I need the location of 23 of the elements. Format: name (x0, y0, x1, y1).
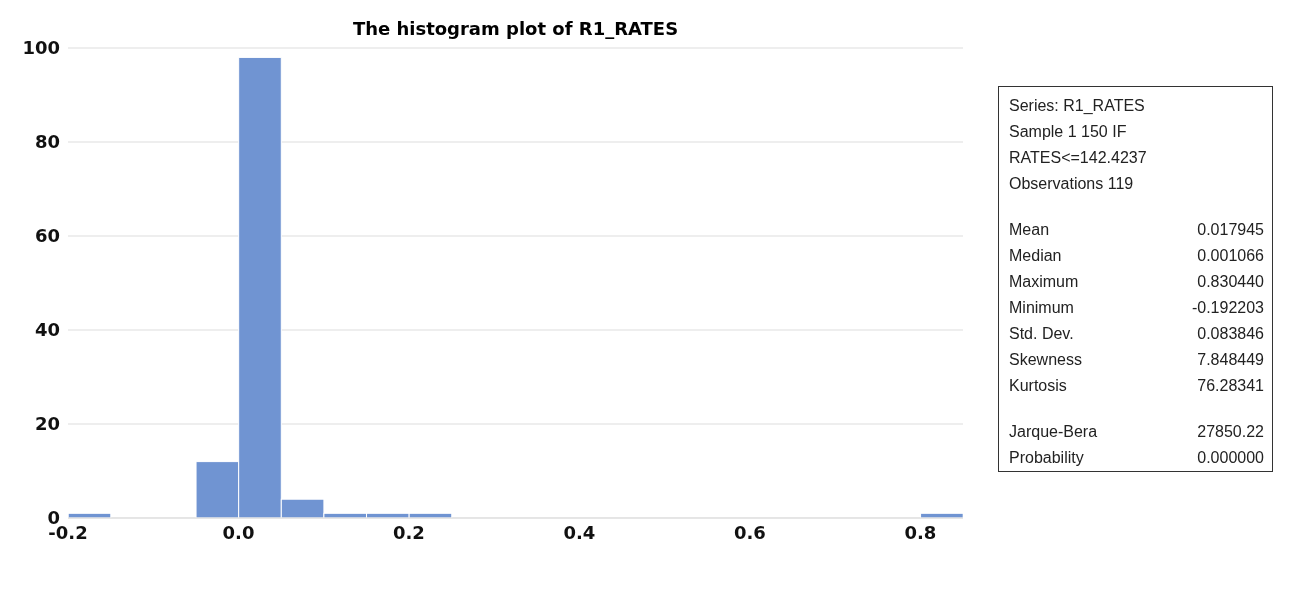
text: Mean 0.017945 (1009, 221, 1264, 238)
y-tick-label: 80 (34, 131, 60, 153)
text: Jarque-Bera 27850.22 (1009, 423, 1264, 440)
text: Kurtosis 76.28341 (1009, 377, 1264, 394)
y-tick-label: 100 (22, 37, 60, 59)
x-tick-label: 0.2 (393, 521, 425, 543)
x-tick-label: 0.8 (904, 521, 937, 543)
x-tick-label: 0.0 (222, 521, 255, 543)
text: Std. Dev. 0.083846 (1009, 325, 1264, 342)
text: Sample 1 150 IF RATES<=142.4237 (1009, 122, 1148, 168)
chart-title: The histogram plot of R1_RATES (351, 18, 680, 39)
text: Maximum 0.830440 (1009, 273, 1264, 290)
text: Observations 119 (1009, 174, 1135, 194)
y-tick-label: 40 (34, 319, 60, 341)
text: Probability 0.000000 (1009, 449, 1264, 466)
x-tick-label: 0.6 (733, 521, 766, 543)
text: Series: R1_RATES (1009, 96, 1146, 116)
x-tick-label: 0.4 (563, 521, 596, 543)
y-tick-label: 60 (34, 225, 60, 247)
text: Skewness 7.848449 (1009, 351, 1264, 368)
text: Minimum -0.192203 (1009, 299, 1264, 316)
y-tick-label: 20 (34, 413, 60, 435)
text: Median 0.001066 (1009, 247, 1264, 264)
